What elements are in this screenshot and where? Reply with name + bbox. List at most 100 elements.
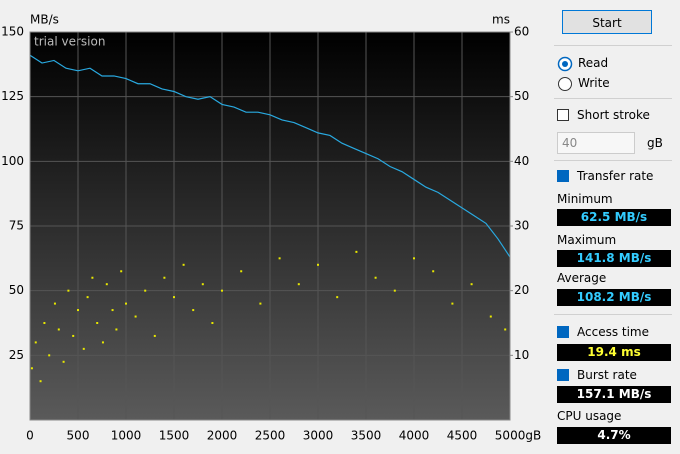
access-time-point xyxy=(43,322,46,324)
access-time-point xyxy=(134,315,137,318)
x-tick-label: 4500 xyxy=(447,429,478,443)
access-time-point xyxy=(317,263,319,266)
access-time-point xyxy=(201,283,204,286)
watermark: trial version xyxy=(34,35,105,49)
access-time-point xyxy=(470,283,473,286)
access-time-point xyxy=(53,302,56,305)
transfer-rate-checkbox[interactable] xyxy=(557,170,569,182)
access-time-point xyxy=(240,270,243,273)
access-time-point xyxy=(297,283,300,286)
y-tick-label: 100 xyxy=(1,154,24,168)
access-time-point xyxy=(504,328,507,331)
x-tick-label: 1500 xyxy=(159,429,190,443)
y-tick-label: 75 xyxy=(9,219,24,233)
access-time-point xyxy=(259,302,262,305)
stroke-value: 40 xyxy=(562,136,578,150)
radio-icons xyxy=(557,56,573,91)
y2-unit: ms xyxy=(492,13,510,27)
access-time-point xyxy=(72,334,75,337)
stroke-spinbox[interactable] xyxy=(557,132,635,154)
access-time-value: 19.4 ms xyxy=(557,344,671,361)
transfer-rate-line xyxy=(29,54,511,258)
x-tick-label: 0 xyxy=(26,429,34,443)
transfer-rate-label: Transfer rate xyxy=(577,169,654,183)
y-tick-label: 150 xyxy=(1,25,24,39)
burst-rate-checkbox[interactable] xyxy=(557,369,569,381)
access-time-point xyxy=(48,354,51,357)
access-time-point xyxy=(115,328,118,331)
access-time-point xyxy=(86,296,89,299)
minimum-value: 62.5 MB/s xyxy=(557,209,671,226)
access-time-point xyxy=(111,309,114,312)
separator xyxy=(554,160,672,161)
access-time-point xyxy=(39,380,42,383)
access-time-point xyxy=(144,289,147,292)
y2-tick-label: 50 xyxy=(514,89,529,103)
x-tick-label: 4000 xyxy=(399,429,430,443)
access-time-point xyxy=(192,309,195,312)
chart: MB/s ms trial version 25 50 75 100 125 150 10 2… xyxy=(1,13,541,443)
access-time-point xyxy=(374,276,377,279)
cpu-usage-value: 4.7% xyxy=(557,427,671,444)
y2-tick-label: 30 xyxy=(514,219,529,233)
access-time-label: Access time xyxy=(577,325,650,339)
y-tick-label: 125 xyxy=(1,89,24,103)
y2-tick-label: 10 xyxy=(514,348,529,362)
access-time-point xyxy=(67,289,70,292)
short-stroke-label: Short stroke xyxy=(577,108,650,122)
access-time-point xyxy=(173,296,175,299)
access-time-point xyxy=(57,328,60,331)
access-time-point xyxy=(82,347,85,350)
access-time-point xyxy=(105,283,108,286)
short-stroke-checkbox[interactable] xyxy=(557,109,569,121)
read-radio[interactable]: Read xyxy=(578,56,609,70)
start-button[interactable]: Start xyxy=(562,10,652,34)
access-time-point xyxy=(432,270,435,273)
access-time-point xyxy=(30,367,33,370)
y-unit: MB/s xyxy=(30,13,59,27)
access-time-point xyxy=(182,263,185,266)
x-tick-label: 2500 xyxy=(255,429,286,443)
x-tick-label: 3500 xyxy=(351,429,382,443)
average-label: Average xyxy=(557,271,607,285)
access-time-point xyxy=(451,302,454,305)
y-tick-label: 50 xyxy=(9,283,24,297)
burst-rate-value: 157.1 MB/s xyxy=(557,386,671,403)
access-time-point xyxy=(336,296,339,299)
y2-tick-label: 60 xyxy=(514,25,529,39)
access-time-point xyxy=(62,360,65,363)
access-time-point xyxy=(120,270,123,273)
access-time-point xyxy=(413,257,415,260)
access-time-point xyxy=(77,309,79,312)
x-tick-label: 2000 xyxy=(207,429,238,443)
average-value: 108.2 MB/s xyxy=(557,289,671,306)
minimum-label: Minimum xyxy=(557,192,613,206)
y2-tick-label: 40 xyxy=(514,154,529,168)
separator xyxy=(554,98,672,99)
access-time-point xyxy=(91,276,94,279)
write-radio[interactable]: Write xyxy=(578,76,610,90)
access-time-point xyxy=(221,289,223,292)
x-tick-label: 5000gB xyxy=(495,429,541,443)
y-tick-label: 25 xyxy=(9,348,24,362)
access-time-point xyxy=(355,250,358,253)
access-time-point xyxy=(96,322,99,324)
access-time-point xyxy=(101,341,104,344)
maximum-value: 141.8 MB/s xyxy=(557,250,671,267)
separator xyxy=(554,314,672,315)
separator xyxy=(554,45,672,46)
access-time-point xyxy=(393,289,396,292)
maximum-label: Maximum xyxy=(557,233,617,247)
x-tick-label: 1000 xyxy=(111,429,142,443)
access-time-point xyxy=(34,341,37,344)
plot-frame xyxy=(29,31,511,421)
stroke-unit: gB xyxy=(647,136,663,150)
burst-rate-label: Burst rate xyxy=(577,368,637,382)
cpu-usage-label: CPU usage xyxy=(557,409,622,423)
access-time-point xyxy=(278,257,281,260)
access-time-point xyxy=(153,334,156,337)
access-time-point xyxy=(125,302,127,305)
access-time-checkbox[interactable] xyxy=(557,326,569,338)
access-time-point xyxy=(163,276,166,279)
